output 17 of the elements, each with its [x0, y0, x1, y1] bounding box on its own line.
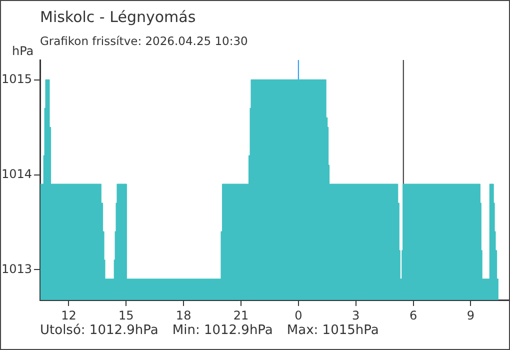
x-tick-label: 3 [352, 308, 360, 322]
y-tick-label: 1013 [1, 262, 32, 276]
chart-title: Miskolc - Légnyomás [40, 8, 196, 26]
x-tick-label: 9 [466, 308, 475, 322]
chart-subtitle: Grafikon frissítve: 2026.04.25 10:30 [40, 34, 248, 48]
x-tick-label: 15 [118, 308, 134, 322]
x-tick-label: 12 [61, 308, 76, 322]
y-axis-title: hPa [12, 44, 34, 58]
x-tick-label: 0 [294, 308, 302, 322]
text: Min: 1012.9hPa [172, 323, 273, 338]
y-tick-label: 1014 [1, 166, 32, 181]
text: Max: 1015hPa [286, 323, 379, 338]
x-tick-label: 21 [233, 308, 249, 322]
x-tick-label: 18 [176, 308, 192, 322]
x-tick-label: 6 [409, 308, 418, 322]
text: Utolsó: 1012.9hPa [40, 323, 158, 338]
y-tick-label: 1015 [1, 72, 32, 86]
